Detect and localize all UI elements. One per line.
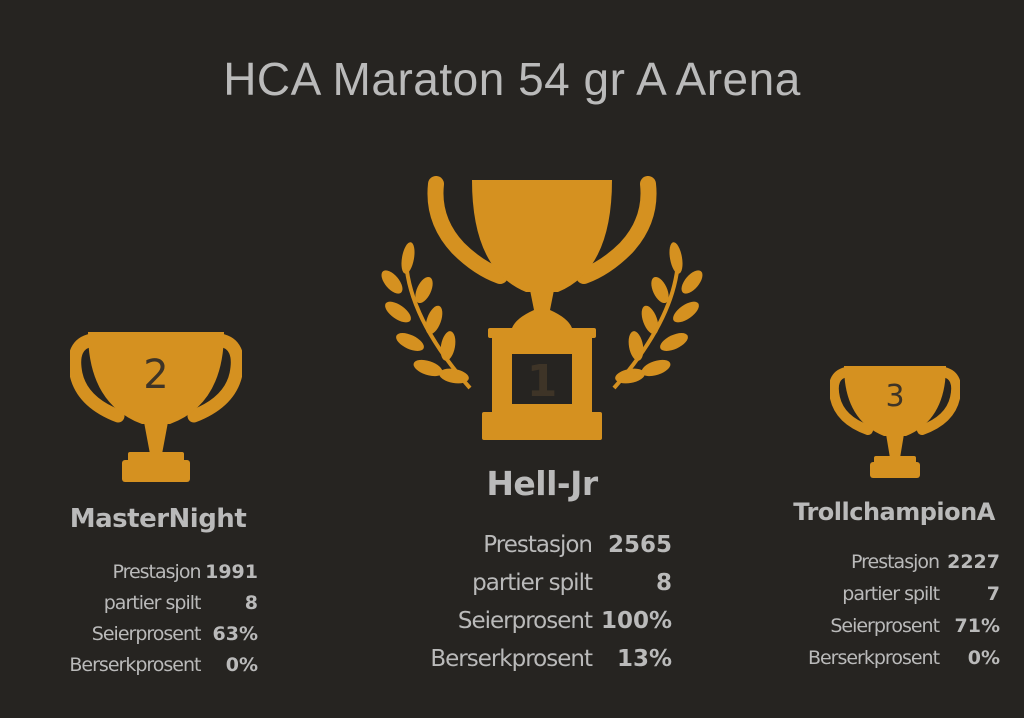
player-stats: Prestasjon 2227 partier spilt 7 Seierpro… <box>788 546 1000 674</box>
stat-value: 2227 <box>947 551 1000 573</box>
stat-value: 100% <box>600 608 672 634</box>
trophy-rank-number: 3 <box>885 379 904 414</box>
stat-label: Seierprosent <box>830 615 940 637</box>
stat-label: Prestasjon <box>483 532 593 558</box>
stat-row: Berserkprosent 0% <box>58 649 258 680</box>
tournament-title: HCA Maraton 54 gr A Arena <box>223 53 801 105</box>
stat-label: partier spilt <box>472 570 593 596</box>
stat-row: Seierprosent 100% <box>410 602 672 640</box>
stat-row: Seierprosent 71% <box>788 610 1000 642</box>
trophy-icon: 3 <box>830 362 960 480</box>
stat-row: Berserkprosent 0% <box>788 642 1000 674</box>
stat-value: 71% <box>954 615 1000 637</box>
player-stats: Prestasjon 1991 partier spilt 8 Seierpro… <box>58 556 258 680</box>
stat-row: partier spilt 7 <box>788 578 1000 610</box>
trophy-icon: 2 <box>70 326 242 484</box>
stat-value: 1991 <box>205 560 258 583</box>
stat-label: Berserkprosent <box>430 646 593 672</box>
player-name[interactable]: Hell-Jr <box>486 464 598 503</box>
stat-value: 2565 <box>607 532 672 558</box>
stat-label: Prestasjon <box>851 551 940 573</box>
stat-label: partier spilt <box>842 583 940 605</box>
stat-row: Seierprosent 63% <box>58 618 258 649</box>
stat-label: Berserkprosent <box>69 653 201 676</box>
stat-value: 7 <box>986 583 1000 605</box>
stat-label: partier spilt <box>103 591 202 614</box>
player-stats: Prestasjon 2565 partier spilt 8 Seierpro… <box>410 526 672 678</box>
stat-label: Seierprosent <box>91 622 202 645</box>
stat-value: 0% <box>225 653 258 676</box>
stat-label: Seierprosent <box>457 608 593 634</box>
stat-row: partier spilt 8 <box>410 564 672 602</box>
trophy-rank-number: 2 <box>143 352 168 398</box>
stat-row: Prestasjon 2227 <box>788 546 1000 578</box>
player-name[interactable]: MasterNight <box>69 504 247 534</box>
trophy-rank-number: 1 <box>527 356 558 407</box>
stat-row: Prestasjon 2565 <box>410 526 672 564</box>
stat-label: Berserkprosent <box>807 647 940 669</box>
stat-value: 8 <box>655 570 672 596</box>
stat-row: partier spilt 8 <box>58 587 258 618</box>
trophy-with-laurels-icon: 1 <box>362 170 722 442</box>
stat-row: Prestasjon 1991 <box>58 556 258 587</box>
stat-value: 0% <box>967 647 1000 669</box>
stat-value: 8 <box>244 591 258 614</box>
stat-row: Berserkprosent 13% <box>410 640 672 678</box>
player-name[interactable]: TrollchampionA <box>793 498 995 526</box>
stat-label: Prestasjon <box>112 560 201 583</box>
stat-value: 13% <box>616 646 672 672</box>
stat-value: 63% <box>212 622 258 645</box>
